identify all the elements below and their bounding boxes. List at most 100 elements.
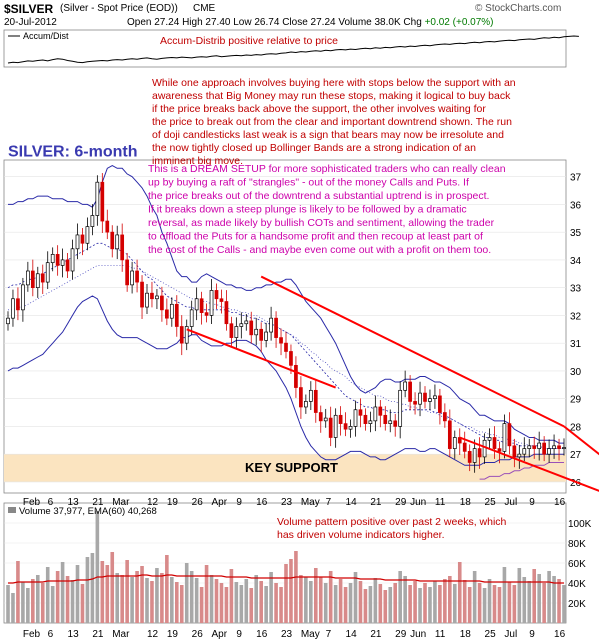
volume-bar (482, 588, 487, 623)
volume-bar (418, 588, 422, 623)
volume-tick-label: 60K (568, 559, 586, 570)
candlestick (517, 453, 522, 458)
price-x-tick-label: May (301, 497, 320, 508)
candlestick (80, 234, 85, 244)
volume-ema-line (8, 574, 564, 584)
volume-bar (333, 585, 338, 623)
candlestick (160, 295, 164, 311)
volume-bar (328, 571, 333, 623)
volume-bar (294, 551, 298, 623)
volume-bar (239, 585, 244, 623)
volume-bar (140, 566, 144, 623)
candlestick (472, 448, 477, 463)
accum-dist-annotation: Accum-Distrib positive relative to price (160, 35, 338, 47)
bollinger-lower (7, 295, 564, 466)
candlestick (398, 389, 403, 427)
volume-x-tick-label: 7 (326, 629, 332, 640)
volume-bar (323, 583, 328, 623)
volume-bar (527, 581, 532, 623)
price-x-tick-label: 16 (554, 497, 566, 508)
channel-upper-line (260, 275, 565, 428)
volume-bar (179, 585, 184, 623)
volume-x-tick-label: 25 (485, 629, 497, 640)
volume-bar (269, 572, 273, 623)
price-tick-label: 30 (570, 367, 582, 378)
volume-bar (155, 568, 159, 623)
candlestick (313, 389, 318, 413)
volume-bar (368, 586, 373, 623)
chg-label: Chg (403, 17, 422, 28)
volume-bar (562, 585, 566, 623)
candlestick (6, 317, 10, 325)
volume-tick-label: 40K (568, 579, 586, 590)
volume-x-tick-label: 13 (68, 629, 80, 640)
candlestick (219, 298, 224, 302)
candlestick (512, 445, 517, 458)
volume-bar (184, 563, 189, 623)
volume-bar (443, 579, 447, 623)
candlestick (289, 351, 293, 366)
volume-bar (214, 579, 219, 623)
price-x-tick-label: 13 (68, 497, 80, 508)
price-x-tick-label: 9 (529, 497, 535, 508)
price-x-tick-label: 26 (192, 497, 204, 508)
price-x-tick-label: 11 (435, 497, 446, 508)
volume-bar (209, 575, 214, 623)
open-value: 27.24 (154, 17, 180, 28)
annotation-line: the now tightly closed up Bollinger Band… (152, 142, 476, 154)
volume-bar (174, 582, 179, 623)
candlestick (60, 259, 65, 266)
strategy-annotation-line: If it breaks down a steep plunge is like… (148, 204, 467, 216)
volume-bar (224, 587, 229, 623)
candlestick (239, 323, 244, 327)
volume-x-tick-label: Mar (112, 629, 130, 640)
volume-bar (363, 589, 368, 623)
price-x-tick-label: 9 (236, 497, 242, 508)
candlestick (433, 395, 437, 400)
volume-bar (115, 573, 120, 623)
volume-bar (6, 585, 10, 623)
candlestick (105, 220, 110, 233)
volume-bar (40, 583, 45, 623)
volume-bar (194, 578, 199, 623)
price-tick-label: 36 (570, 200, 582, 211)
strategy-annotation-line: reversal, as made likely by bullish COTs… (148, 217, 495, 229)
strategy-annotation-line: up by buying a raft of "strangles" - out… (148, 177, 469, 189)
volume-bar (438, 585, 442, 623)
candlestick (30, 270, 35, 288)
annotation-line: awareness that Big Money may run these s… (152, 90, 511, 102)
volume-bar (21, 582, 25, 623)
volume-bar (165, 555, 169, 623)
volume-bar (338, 579, 343, 623)
price-x-tick-label: 21 (370, 497, 382, 508)
candlestick (438, 395, 442, 413)
volume-bar (557, 579, 561, 623)
candlestick (135, 270, 139, 283)
volume-tick-label: 80K (568, 539, 586, 550)
channel-upper-extension (563, 425, 599, 456)
close-label: Close (282, 17, 308, 28)
price-x-tick-label: Jul (504, 497, 517, 508)
candlestick (413, 401, 417, 405)
volume-bar (110, 552, 115, 623)
candlestick (229, 323, 234, 338)
candlestick (224, 301, 229, 325)
volume-annotation-line: Volume pattern positive over past 2 week… (277, 516, 507, 528)
candlestick (70, 248, 75, 272)
candlestick (333, 414, 338, 438)
candlestick (199, 298, 204, 313)
candlestick (507, 423, 512, 447)
candlestick (140, 281, 144, 308)
candlestick (184, 326, 189, 344)
volume-bar (487, 579, 492, 623)
candlestick (155, 295, 159, 300)
price-x-tick-label: 12 (147, 497, 159, 508)
volume-bar (135, 571, 139, 623)
price-x-tick-label: 14 (346, 497, 358, 508)
volume-bar (309, 581, 313, 623)
candlestick (368, 420, 373, 424)
volume-x-tick-label: 14 (346, 629, 358, 640)
volume-bar (130, 577, 134, 623)
volume-bar (150, 581, 154, 623)
price-tick-label: 37 (570, 173, 582, 184)
